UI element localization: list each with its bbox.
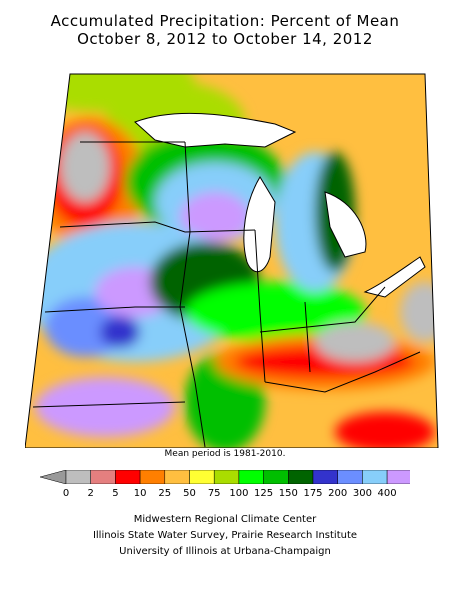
credit-line-3: University of Illinois at Urbana-Champai… [119,546,331,557]
legend-swatch [139,470,166,484]
legend-label: 25 [158,488,172,499]
legend-swatch [213,470,240,484]
legend-label: 400 [377,488,397,499]
legend-label: 0 [62,488,70,499]
legend-label: 50 [183,488,196,499]
credit-line-2: Illinois State Water Survey, Prairie Res… [92,530,358,541]
legend-swatch [90,470,116,484]
legend-swatch [189,470,215,484]
legend-swatch [386,470,410,484]
precipitation-map [25,73,439,448]
legend-swatch [238,470,264,484]
mean-period-note: Mean period is 1981-2010. [164,449,286,459]
legend-swatch [164,470,190,484]
legend-label: 2 [87,488,94,499]
legend-label: 10 [133,488,147,499]
legend-label: 125 [254,488,274,499]
legend-label: 175 [303,488,323,499]
legend-label: 300 [352,488,372,499]
legend-label: 150 [278,488,298,499]
legend-label: 200 [328,488,348,499]
color-legend [40,470,410,484]
legend-label: 5 [112,488,119,499]
legend-label: 100 [229,488,249,499]
legend-swatch [65,470,91,484]
legend-label: 75 [207,488,221,499]
legend-swatch [362,470,388,484]
map-title-line1: Accumulated Precipitation: Percent of Me… [50,12,400,30]
legend-swatch [337,470,363,484]
credit-line-1: Midwestern Regional Climate Center [133,514,317,525]
legend-arrow [40,470,67,484]
legend-swatch [312,470,338,484]
legend-swatch [263,470,289,484]
legend-swatch [288,470,314,484]
legend-swatch [115,470,141,484]
map-title-line2: October 8, 2012 to October 14, 2012 [77,30,373,48]
